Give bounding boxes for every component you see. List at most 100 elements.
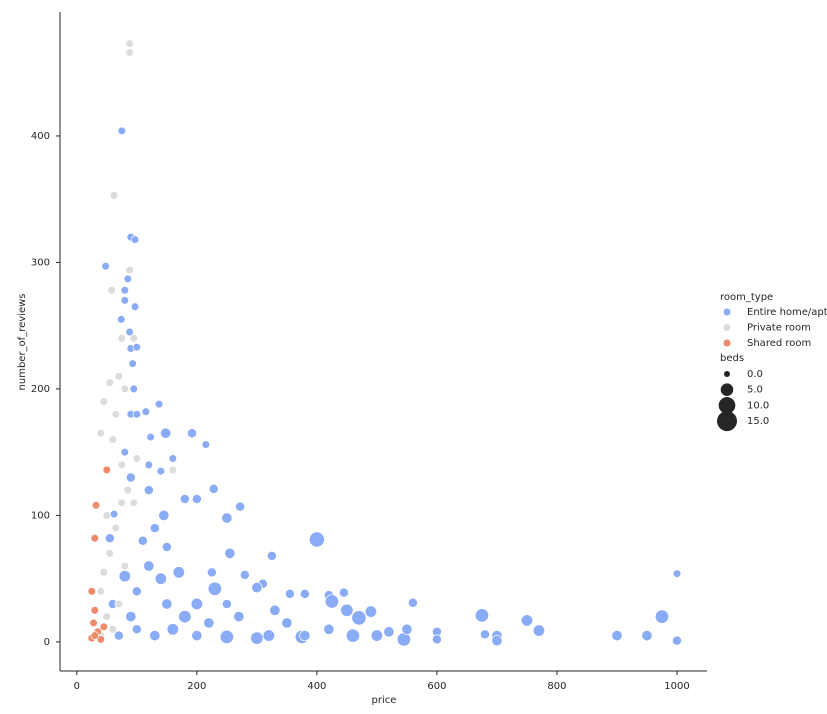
point (108, 625, 118, 634)
point (532, 624, 546, 637)
point (324, 594, 339, 609)
point (113, 630, 124, 641)
y-tick-label: 200 (31, 384, 50, 395)
point (269, 604, 281, 616)
point (102, 465, 112, 475)
point (672, 635, 682, 646)
point (187, 428, 197, 439)
point (91, 501, 101, 510)
point (105, 549, 115, 558)
point (611, 630, 623, 642)
point (102, 612, 112, 621)
point (233, 611, 245, 623)
size-legend-label: 5.0 (747, 385, 763, 396)
size-legend-marker (724, 371, 730, 377)
point (654, 609, 670, 624)
point (178, 609, 192, 624)
point (383, 626, 395, 638)
point (219, 629, 234, 644)
point (166, 623, 179, 636)
point (351, 610, 367, 626)
point (396, 632, 411, 647)
point (125, 611, 137, 623)
point (407, 597, 418, 608)
point (120, 286, 130, 295)
point (90, 533, 100, 543)
point (206, 567, 217, 578)
point (114, 372, 124, 381)
size-legend-marker (720, 383, 734, 396)
x-tick-label: 1000 (664, 681, 689, 692)
point (168, 465, 178, 475)
point (120, 447, 130, 457)
point (125, 472, 136, 483)
y-tick-label: 0 (44, 637, 50, 648)
point (172, 566, 185, 579)
point (125, 327, 134, 337)
size-legend-label: 0.0 (747, 369, 763, 380)
point (156, 466, 166, 476)
point (308, 531, 325, 548)
point (117, 460, 127, 470)
point (474, 608, 490, 623)
point (125, 48, 134, 57)
point (370, 629, 384, 642)
point (117, 498, 127, 508)
x-axis-label: price (372, 695, 397, 706)
x-tick-label: 200 (187, 681, 206, 692)
point (144, 460, 154, 470)
x-tick-label: 600 (427, 681, 446, 692)
point (96, 428, 106, 438)
point (251, 581, 263, 594)
point (105, 378, 115, 387)
size-legend-marker (717, 411, 737, 432)
point (141, 407, 151, 416)
point (345, 628, 360, 643)
point (107, 286, 116, 295)
point (123, 274, 133, 284)
point (131, 586, 142, 597)
point (146, 432, 155, 442)
point (207, 581, 222, 596)
point (281, 617, 293, 629)
point (235, 501, 246, 512)
point (191, 630, 203, 642)
point (101, 262, 110, 271)
point (340, 603, 354, 617)
legend-label: Shared room (747, 338, 811, 349)
point (191, 494, 202, 504)
point (129, 498, 139, 508)
legend-marker (723, 308, 731, 316)
point (179, 494, 190, 504)
point (128, 359, 137, 368)
point (221, 512, 233, 524)
size-legend-title: beds (720, 353, 744, 364)
x-tick-label: 400 (307, 681, 326, 692)
point (90, 631, 100, 640)
point (149, 523, 160, 534)
legend-marker (723, 339, 731, 347)
point (99, 622, 109, 631)
point (208, 483, 219, 494)
point (89, 618, 98, 628)
point (266, 550, 277, 561)
point (284, 588, 295, 599)
point (401, 623, 413, 635)
point (154, 399, 164, 409)
point (132, 454, 142, 463)
point (520, 614, 534, 627)
point (491, 635, 503, 647)
point (672, 569, 682, 578)
point (262, 629, 275, 642)
point (168, 454, 178, 463)
point (99, 397, 109, 406)
point (364, 605, 378, 618)
legend-label: Private room (747, 323, 811, 334)
point (299, 588, 310, 599)
point (114, 599, 124, 609)
point (154, 572, 167, 585)
point (149, 630, 161, 642)
point (117, 334, 127, 343)
point (123, 485, 133, 495)
